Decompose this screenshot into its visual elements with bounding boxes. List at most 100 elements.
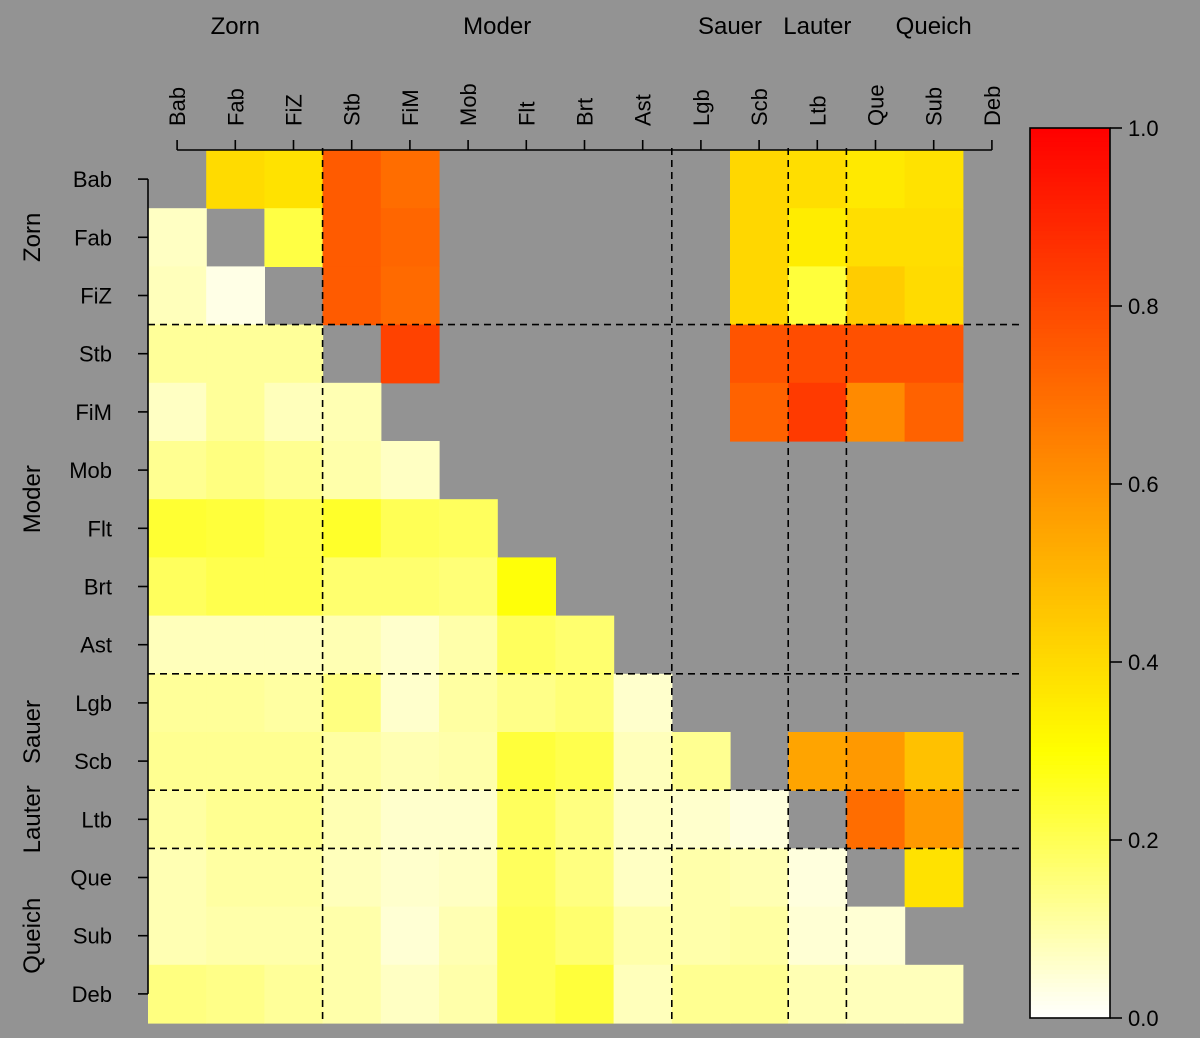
heatmap-cell-Ltb-Que [846, 790, 906, 849]
heatmap-cell-Scb-Bab [148, 732, 207, 791]
heatmap-cell-FiZ-Scb [730, 266, 789, 326]
legend-color-step [1030, 679, 1110, 685]
heatmap-cell-Lgb-Bab [148, 673, 207, 733]
left-group-label-moder: Moder [19, 465, 46, 533]
heatmap-cell-Que-Lgb [671, 848, 731, 908]
legend-color-step [1030, 942, 1110, 948]
legend-color-step [1030, 395, 1110, 401]
top-group-label-lauter: Lauter [783, 13, 851, 40]
legend-color-step [1030, 541, 1110, 547]
legend-color-step [1030, 951, 1110, 957]
legend-color-step [1030, 337, 1110, 343]
legend-color-step [1030, 915, 1110, 921]
legend-color-step [1030, 399, 1110, 405]
heatmap-cell-Stb-FiM [380, 324, 440, 384]
heatmap-cell-Ltb-Mob [439, 790, 498, 849]
legend-color-step [1030, 813, 1110, 819]
legend-color-step [1030, 359, 1110, 365]
heatmap-cell-Flt-Bab [148, 499, 207, 558]
legend-color-step [1030, 363, 1110, 369]
legend-color-step [1030, 354, 1110, 360]
top-tick-label-Lgb: Lgb [689, 89, 714, 126]
legend-color-step [1030, 635, 1110, 641]
left-group-label-sauer: Sauer [19, 700, 46, 764]
heatmap-cell-FiM-Stb [322, 382, 382, 442]
legend-color-step [1030, 724, 1110, 730]
legend-color-step [1030, 675, 1110, 681]
legend-color-step [1030, 621, 1110, 627]
heatmap-cell-Fab-Stb [322, 208, 382, 267]
heatmap-cell-Lgb-Stb [322, 673, 382, 733]
legend-color-step [1030, 670, 1110, 676]
group-dividers [148, 148, 1022, 1022]
legend-color-step [1030, 328, 1110, 334]
legend-color-step [1030, 208, 1110, 214]
heatmap-cell-Stb-Fab [206, 324, 265, 384]
heatmap-cell-FiZ-FiM [380, 266, 440, 326]
legend-color-step [1030, 368, 1110, 374]
legend-color-step [1030, 488, 1110, 494]
legend-color-step [1030, 301, 1110, 307]
legend-color-step [1030, 920, 1110, 926]
legend-color-step [1030, 884, 1110, 890]
heatmap-cell-Que-Bab [148, 848, 207, 908]
heatmap-cell-Flt-FiM [380, 499, 440, 558]
legend-color-step [1030, 826, 1110, 832]
heatmap-cell-Flt-FiZ [264, 499, 324, 558]
top-tick-label-Scb: Scb [747, 88, 772, 126]
heatmap-cell-Sub-Flt [497, 906, 556, 966]
legend-color-step [1030, 430, 1110, 436]
legend-color-step [1030, 617, 1110, 623]
legend-color-step [1030, 969, 1110, 975]
legend-color-step [1030, 653, 1110, 659]
legend-color-step [1030, 172, 1110, 178]
heatmap-cell-Deb-Flt [497, 964, 556, 1024]
legend-color-step [1030, 159, 1110, 165]
legend-color-step [1030, 648, 1110, 654]
legend-color-step [1030, 728, 1110, 734]
legend-color-step [1030, 403, 1110, 409]
legend-color-step [1030, 773, 1110, 779]
heatmap-cell-Scb-Ast [613, 732, 673, 791]
legend-color-step [1030, 310, 1110, 316]
legend-color-step [1030, 297, 1110, 303]
legend-color-step [1030, 697, 1110, 703]
top-tick-label-Flt: Flt [514, 102, 539, 126]
legend-color-step [1030, 590, 1110, 596]
heatmap-cell-Stb-Que [846, 324, 906, 384]
top-tick-label-Sub: Sub [922, 87, 947, 126]
legend-color-step [1030, 381, 1110, 387]
legend-color-step [1030, 893, 1110, 899]
legend-color-step [1030, 604, 1110, 610]
heatmap-cell-Que-Stb [322, 848, 382, 908]
legend-tick-label-0.4: 0.4 [1128, 650, 1159, 675]
heatmap-cell-Stb-Scb [730, 324, 789, 384]
legend-color-step [1030, 452, 1110, 458]
legend-color-step [1030, 390, 1110, 396]
legend-color-step [1030, 470, 1110, 476]
heatmap-cell-Sub-Lgb [671, 906, 731, 966]
legend-color-step [1030, 737, 1110, 743]
legend-color-step [1030, 537, 1110, 543]
left-tick-label-Que: Que [70, 866, 112, 891]
heatmap-cell-Fab-Scb [730, 208, 789, 267]
legend-color-step [1030, 194, 1110, 200]
heatmap-cell-Ltb-FiZ [264, 790, 324, 849]
legend-color-step [1030, 768, 1110, 774]
heatmap-cell-Que-Sub [904, 848, 964, 908]
heatmap-cell-Deb-Bab [148, 964, 207, 1024]
left-tick-label-Stb: Stb [79, 342, 112, 367]
heatmap-cell-Sub-Mob [439, 906, 498, 966]
heatmap-cell-Sub-Fab [206, 906, 265, 966]
legend-color-step [1030, 657, 1110, 663]
legend-color-step [1030, 991, 1110, 997]
legend-color-step [1030, 377, 1110, 383]
legend-color-step [1030, 630, 1110, 636]
legend-color-step [1030, 506, 1110, 512]
heatmap-cell-Deb-Ast [613, 964, 673, 1024]
left-tick-label-Deb: Deb [72, 982, 112, 1007]
top-tick-label-Mob: Mob [456, 83, 481, 126]
heatmap-cell-Scb-Mob [439, 732, 498, 791]
legend-color-step [1030, 568, 1110, 574]
legend-color-step [1030, 662, 1110, 668]
